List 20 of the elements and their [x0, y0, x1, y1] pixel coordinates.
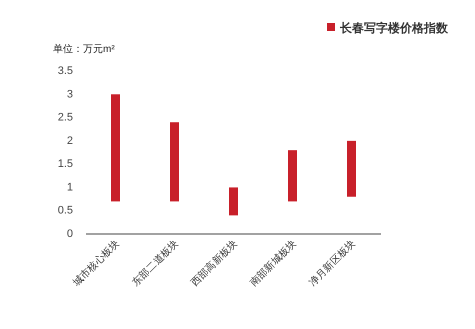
y-tick-label: 2 [66, 134, 73, 147]
y-tick-label: 1.5 [58, 158, 73, 170]
bar [347, 140, 356, 197]
x-tick-label: 东部二道板块 [130, 238, 181, 289]
bar [111, 94, 120, 202]
y-tick-label: 1 [66, 181, 73, 194]
y-tick-label: 0.5 [58, 204, 73, 217]
x-tick-label: 城市核心板块 [70, 238, 122, 290]
x-tick-label: 西部高新板块 [188, 238, 240, 289]
legend-label: 长春写字楼价格指数 [339, 21, 449, 35]
y-axis-title: 单位：万元m² [53, 43, 116, 55]
x-tick-label: 南部新城板块 [248, 238, 299, 289]
x-tick-label: 净月新区板块 [306, 238, 358, 289]
y-tick-label: 2.5 [58, 112, 73, 124]
y-tick-label: 3.5 [58, 65, 73, 77]
bar [288, 150, 297, 202]
y-tick-label: 3 [66, 88, 73, 100]
bar [229, 187, 238, 216]
y-tick-label: 0 [66, 228, 73, 240]
bar [170, 122, 179, 202]
